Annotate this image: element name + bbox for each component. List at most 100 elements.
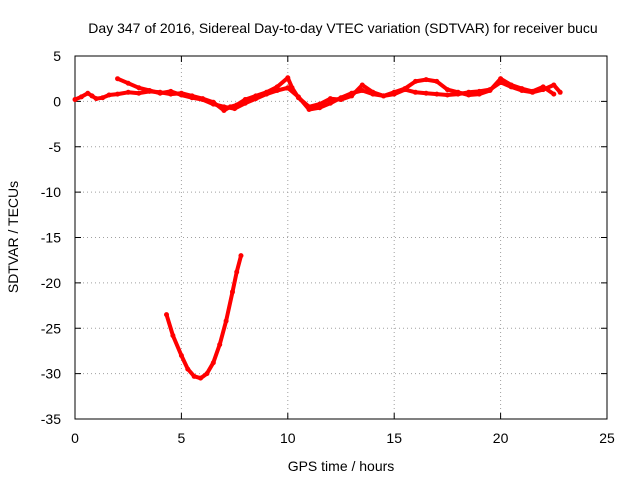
data-point xyxy=(359,87,365,93)
y-tick-label: -25 xyxy=(41,320,61,336)
data-point xyxy=(85,90,91,96)
data-point xyxy=(229,289,235,295)
data-point xyxy=(306,107,312,113)
chart-title: Day 347 of 2016, Sidereal Day-to-day VTE… xyxy=(88,20,597,36)
data-point xyxy=(508,82,514,88)
data-point xyxy=(221,107,227,113)
y-tick-label: -15 xyxy=(41,230,61,246)
x-axis-label: GPS time / hours xyxy=(288,458,395,474)
data-point xyxy=(444,92,450,98)
data-series xyxy=(72,75,563,381)
data-point xyxy=(551,91,557,97)
data-point xyxy=(204,371,210,377)
data-point xyxy=(487,87,493,93)
y-tick-label: -20 xyxy=(41,275,61,291)
data-point xyxy=(198,375,204,381)
data-point xyxy=(221,104,227,110)
data-point xyxy=(327,96,333,102)
data-point xyxy=(264,91,270,97)
data-point xyxy=(519,86,525,92)
data-point xyxy=(89,93,95,99)
data-point xyxy=(168,88,174,94)
data-point xyxy=(423,90,429,96)
data-point xyxy=(157,90,163,96)
data-point xyxy=(200,97,206,103)
data-point xyxy=(412,89,418,95)
y-axis-label: SDTVAR / TECUs xyxy=(5,181,21,293)
data-point xyxy=(191,373,197,379)
series-line-satellite-track-1 xyxy=(73,75,563,113)
data-point xyxy=(466,92,472,98)
data-point xyxy=(164,312,170,318)
data-point xyxy=(125,80,131,86)
data-point xyxy=(285,75,291,81)
data-point xyxy=(78,94,84,100)
data-point xyxy=(381,93,387,99)
data-point xyxy=(223,318,229,324)
data-point xyxy=(93,96,99,102)
data-point xyxy=(210,360,216,366)
x-tick-label: 20 xyxy=(493,430,509,446)
data-point xyxy=(100,95,106,101)
y-tick-label: -30 xyxy=(41,366,61,382)
data-point xyxy=(557,89,563,95)
data-point xyxy=(530,88,536,94)
data-point xyxy=(178,352,184,358)
data-point xyxy=(238,253,244,259)
data-point xyxy=(391,89,397,95)
data-point xyxy=(412,78,418,84)
data-point xyxy=(338,95,344,101)
data-point xyxy=(444,87,450,93)
data-point xyxy=(189,95,195,101)
data-point xyxy=(423,77,429,83)
data-point xyxy=(551,82,557,88)
data-point xyxy=(170,333,176,339)
data-point xyxy=(274,87,280,93)
data-point xyxy=(106,92,112,98)
data-point xyxy=(476,91,482,97)
series-line-satellite-track-3 xyxy=(164,253,243,381)
y-tick-label: -5 xyxy=(49,139,62,155)
x-tick-label: 10 xyxy=(280,430,296,446)
data-point xyxy=(72,97,78,103)
data-point xyxy=(125,89,131,95)
data-point xyxy=(327,100,333,106)
data-point xyxy=(146,87,152,93)
y-tick-label: 0 xyxy=(53,93,61,109)
x-tick-label: 0 xyxy=(71,430,79,446)
data-point xyxy=(232,106,238,112)
data-point xyxy=(498,76,504,82)
data-point xyxy=(178,92,184,98)
x-tick-label: 25 xyxy=(599,430,615,446)
data-point xyxy=(185,366,191,372)
data-point xyxy=(370,91,376,97)
data-point xyxy=(253,96,259,102)
data-point xyxy=(540,84,546,90)
data-point xyxy=(115,76,121,82)
data-point xyxy=(349,90,355,96)
y-tick-label: 5 xyxy=(53,48,61,64)
data-point xyxy=(274,84,280,90)
data-point xyxy=(285,85,291,91)
data-point xyxy=(317,105,323,111)
axis-ticks: 0 5 10 15 20 25 5 0 -5 -10 -15 -20 -25 -30 -35 xyxy=(41,48,615,446)
data-point xyxy=(295,94,301,100)
data-point xyxy=(136,90,142,96)
data-point xyxy=(217,342,223,348)
data-point xyxy=(210,101,216,107)
x-tick-label: 5 xyxy=(178,430,186,446)
data-point xyxy=(359,82,365,88)
data-point xyxy=(115,91,121,97)
data-point xyxy=(402,86,408,92)
x-tick-label: 15 xyxy=(386,430,402,446)
data-point xyxy=(434,91,440,97)
y-tick-label: -35 xyxy=(41,411,61,427)
grid xyxy=(75,56,607,419)
y-tick-label: -10 xyxy=(41,184,61,200)
data-point xyxy=(434,78,440,84)
data-point xyxy=(242,100,248,106)
data-point xyxy=(455,89,461,95)
data-point xyxy=(136,85,142,91)
data-point xyxy=(234,269,240,275)
